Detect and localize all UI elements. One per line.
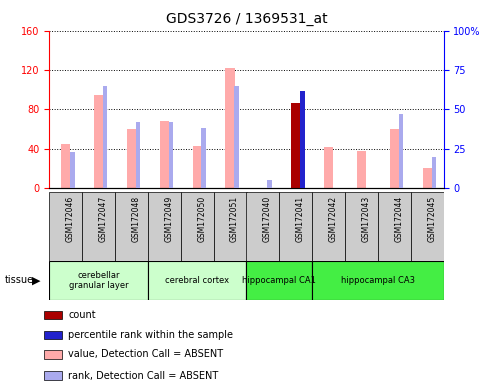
Bar — [345, 192, 378, 261]
Bar — [246, 192, 280, 261]
Bar — [49, 261, 148, 300]
Bar — [312, 261, 444, 300]
Bar — [160, 121, 169, 188]
Bar — [193, 146, 202, 188]
Text: GSM172050: GSM172050 — [197, 195, 206, 242]
Text: GSM172044: GSM172044 — [394, 195, 403, 242]
Text: value, Detection Call = ABSENT: value, Detection Call = ABSENT — [68, 349, 223, 359]
Text: hippocampal CA1: hippocampal CA1 — [243, 276, 317, 285]
Bar — [225, 68, 235, 188]
Bar — [181, 192, 213, 261]
Bar — [82, 192, 115, 261]
Text: GSM172049: GSM172049 — [164, 195, 174, 242]
Bar — [103, 86, 107, 188]
Bar — [423, 169, 432, 188]
Bar — [378, 192, 411, 261]
Bar — [44, 311, 62, 319]
Text: cerebral cortex: cerebral cortex — [165, 276, 229, 285]
Text: GSM172046: GSM172046 — [66, 195, 75, 242]
Bar — [61, 144, 70, 188]
Bar — [280, 192, 312, 261]
Bar — [169, 122, 173, 188]
Bar — [148, 261, 246, 300]
Text: ▶: ▶ — [32, 275, 40, 285]
Text: tissue: tissue — [5, 275, 34, 285]
Bar — [127, 129, 136, 188]
Bar — [115, 192, 148, 261]
Bar — [44, 350, 62, 359]
Text: GSM172051: GSM172051 — [230, 195, 239, 242]
Bar — [70, 152, 74, 188]
Bar — [234, 86, 239, 188]
Bar — [44, 371, 62, 380]
Bar — [44, 331, 62, 339]
Text: GSM172045: GSM172045 — [427, 195, 436, 242]
Text: cerebellar
granular layer: cerebellar granular layer — [69, 271, 128, 290]
Bar — [411, 192, 444, 261]
Text: GSM172048: GSM172048 — [132, 195, 141, 242]
Bar — [213, 192, 246, 261]
Bar — [148, 192, 181, 261]
Text: GSM172042: GSM172042 — [329, 195, 338, 242]
Text: count: count — [68, 310, 96, 320]
Text: GSM172040: GSM172040 — [263, 195, 272, 242]
Bar — [312, 192, 345, 261]
Bar — [324, 147, 333, 188]
Bar — [49, 192, 82, 261]
Text: GSM172043: GSM172043 — [361, 195, 371, 242]
Bar — [399, 114, 403, 188]
Bar — [390, 129, 399, 188]
Text: GDS3726 / 1369531_at: GDS3726 / 1369531_at — [166, 12, 327, 25]
Text: GSM172041: GSM172041 — [296, 195, 305, 242]
Bar — [246, 261, 312, 300]
Text: GSM172047: GSM172047 — [99, 195, 107, 242]
Text: rank, Detection Call = ABSENT: rank, Detection Call = ABSENT — [68, 371, 218, 381]
Bar — [136, 122, 141, 188]
Bar — [357, 151, 366, 188]
Bar — [431, 157, 436, 188]
Bar — [94, 95, 103, 188]
Bar — [202, 128, 206, 188]
Bar — [300, 91, 305, 188]
Bar — [291, 103, 300, 188]
Bar — [267, 180, 272, 188]
Text: hippocampal CA3: hippocampal CA3 — [341, 276, 415, 285]
Text: percentile rank within the sample: percentile rank within the sample — [68, 330, 233, 340]
